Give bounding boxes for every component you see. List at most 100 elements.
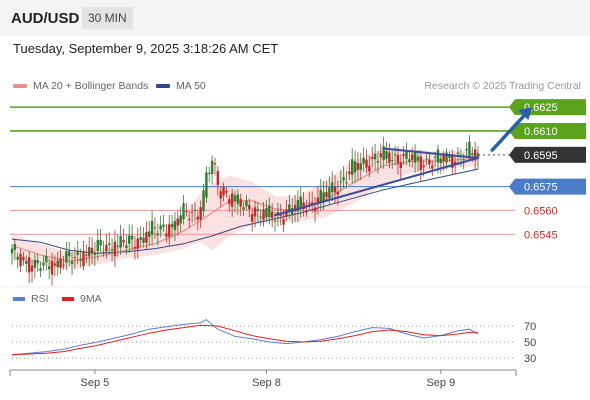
candle-body <box>336 191 340 195</box>
candle-body <box>259 216 262 218</box>
candle-body <box>348 171 351 174</box>
candle-body <box>262 209 265 220</box>
legend-ma50: MA 50 <box>156 80 206 92</box>
level-label: 0.6625 <box>524 102 558 114</box>
candle-body <box>53 263 57 266</box>
candle-body <box>253 207 257 217</box>
candle-body <box>345 182 348 184</box>
candle-body <box>365 159 368 168</box>
candle-body <box>222 186 225 196</box>
candle-body <box>153 227 157 229</box>
rsi-series-9ma <box>11 324 478 356</box>
candle-body <box>87 247 91 257</box>
candle-body <box>256 209 260 212</box>
candle-body <box>368 165 371 172</box>
level-tag-0.6610 <box>515 122 586 139</box>
candle-body <box>10 248 14 254</box>
candle-body <box>162 224 165 227</box>
research-credit: Research © 2025 Trading Central <box>424 80 581 92</box>
candle-body <box>322 192 325 203</box>
level-label: 0.6545 <box>524 229 558 241</box>
candle-body <box>216 170 220 185</box>
timestamp: Tuesday, September 9, 2025 3:18:26 AM CE… <box>13 41 279 56</box>
candle-body <box>428 159 431 165</box>
candle-body <box>471 153 474 156</box>
candle-body <box>233 195 237 202</box>
candle-body <box>76 250 79 256</box>
level-tag-0.6575 <box>515 178 586 195</box>
candle-body <box>59 258 62 268</box>
candle-body <box>19 253 22 267</box>
candle-body <box>185 211 188 213</box>
level-tag-0.6625 <box>515 99 586 116</box>
candle-body <box>313 207 317 212</box>
candle-body <box>239 199 242 207</box>
candle-body <box>70 261 74 265</box>
candle-body <box>133 247 137 249</box>
candle-body <box>128 235 131 244</box>
level-tag-pointer-0.6575 <box>509 178 515 195</box>
candle-body <box>385 151 388 159</box>
candle-body <box>416 156 420 161</box>
candle-body <box>265 207 268 218</box>
candle-body <box>139 237 142 240</box>
x-tick-label: Sep 8 <box>252 377 281 389</box>
candle-body <box>73 256 77 259</box>
candle-body <box>205 172 208 198</box>
candle-body <box>90 247 94 254</box>
candle-body <box>388 152 391 163</box>
candle-body <box>142 237 145 243</box>
candle-body <box>13 244 17 250</box>
candle-body <box>190 211 194 213</box>
forecast-arrow-shaft <box>490 110 530 152</box>
symbol-label: AUD/USD <box>11 10 80 27</box>
candle-body <box>282 219 285 225</box>
candle-body <box>436 149 440 163</box>
candle-body <box>396 154 400 164</box>
candle-body <box>148 231 151 237</box>
rsi-swatch <box>13 297 25 301</box>
candle-body <box>213 163 217 165</box>
candle-body <box>319 190 322 202</box>
candle-body <box>273 220 277 222</box>
rsi-label: RSI <box>31 293 49 305</box>
candle-body <box>93 252 97 255</box>
level-label: 0.6560 <box>524 205 558 217</box>
ma20-label: MA 20 + Bollinger Bands <box>33 80 149 92</box>
level-label: 0.6575 <box>524 182 558 194</box>
candle-body <box>456 152 460 154</box>
candle-body <box>468 141 471 157</box>
candle-body <box>50 260 54 275</box>
candle-body <box>411 154 414 160</box>
candle-body <box>316 197 320 204</box>
candle-body <box>270 211 274 218</box>
rsi-ma-label: 9MA <box>80 293 102 305</box>
candle-body <box>108 243 111 246</box>
candle-body <box>30 265 34 272</box>
candle-body <box>47 266 51 270</box>
candle-body <box>393 154 397 156</box>
candle-body <box>36 260 39 264</box>
candle-body <box>208 172 211 174</box>
candle-body <box>79 258 82 261</box>
candle-body <box>39 268 42 271</box>
candle-body <box>125 245 128 248</box>
candle-body <box>210 160 214 175</box>
candle-body <box>119 235 122 248</box>
candle-body <box>16 256 19 260</box>
ma20-swatch <box>13 84 27 88</box>
level-tag-0.6595 <box>515 146 586 163</box>
legend-ma20: MA 20 + Bollinger Bands <box>13 80 148 92</box>
legend-rsi-ma: 9MA <box>62 293 102 305</box>
candle-body <box>188 218 191 220</box>
candle-body <box>130 235 134 240</box>
header-bar: AUD/USD 30 MIN <box>0 0 590 36</box>
candle-body <box>45 255 48 263</box>
rsi-ma-swatch <box>62 297 74 301</box>
candle-body <box>248 204 251 210</box>
candle-body <box>65 251 68 263</box>
forecast-arrow-head <box>518 107 533 121</box>
timeframe-button[interactable]: 30 MIN <box>82 7 133 29</box>
candle-body <box>402 154 405 156</box>
rsi-tick-label: 50 <box>524 337 536 349</box>
